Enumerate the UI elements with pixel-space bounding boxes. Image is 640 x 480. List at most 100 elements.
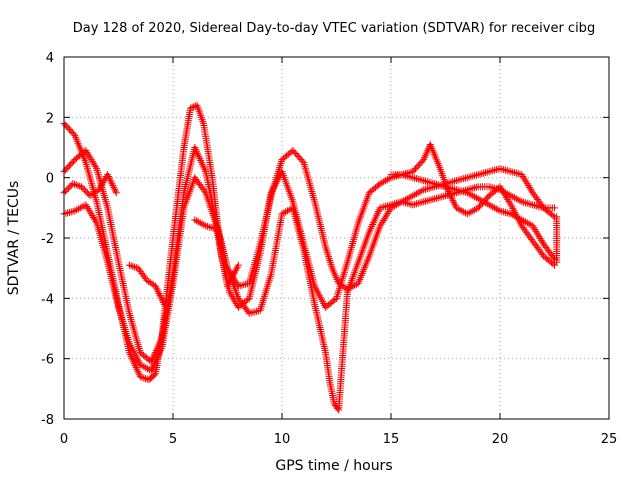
data-point [111,187,119,195]
data-point [392,199,400,207]
data-point [75,205,83,213]
data-point [73,206,81,214]
data-point [236,282,244,290]
data-point [323,247,331,255]
data-point [491,184,499,192]
data-point [378,203,386,211]
data-point [207,223,215,231]
data-point [142,275,150,283]
data-point [245,309,253,317]
data-point [108,180,116,188]
data-point [461,188,469,196]
y-axis-ticks: -8 -6 -4 -2 0 2 4 [41,51,609,428]
data-point [447,184,455,192]
data-point [420,198,428,206]
data-point [469,192,477,200]
data-point [438,193,446,201]
data-point [525,183,533,191]
data-point [501,189,509,197]
data-point [487,202,495,210]
data-point [400,198,408,206]
data-point [378,218,386,226]
data-point [87,156,95,164]
data-point [107,178,115,186]
data-point [491,166,499,174]
data-point [514,214,522,222]
data-point [378,179,386,187]
data-point [443,183,451,191]
data-point [64,184,72,192]
y-tick-label: 2 [46,111,54,126]
data-point [425,184,433,192]
data-point [414,189,422,197]
data-point [522,178,530,186]
data-point [242,280,250,288]
data-point [394,172,402,180]
data-point [376,222,384,230]
data-point [501,166,509,174]
data-point [403,172,411,180]
data-point [432,180,440,188]
data-point [63,186,71,194]
data-point [480,198,488,206]
data-point [551,204,558,212]
data-point [385,175,393,183]
data-point [84,150,92,158]
data-point [389,200,397,208]
data-point [536,203,544,211]
data-point [524,182,532,190]
data-point [483,168,491,176]
data-point [392,172,400,180]
data-point [334,404,342,412]
data-point [476,170,484,178]
data-point [69,207,77,215]
data-point [442,183,449,191]
data-point [527,185,535,193]
data-point [140,374,148,382]
data-point [64,209,72,217]
data-point [91,161,99,169]
data-point [190,103,198,111]
data-point [501,208,509,216]
x-tick-label: 0 [60,432,68,447]
data-point [143,375,151,383]
data-point [407,193,415,201]
data-point [512,195,520,203]
data-point [385,201,393,209]
data-point [398,171,406,179]
data-point [351,281,359,289]
data-point [377,220,385,228]
data-point [509,168,517,176]
data-point [380,215,388,223]
data-point [471,172,479,180]
data-point [492,185,500,193]
data-point [93,187,101,195]
data-point [325,255,333,263]
data-point [521,199,529,207]
data-point [398,198,406,206]
data-point [202,222,210,230]
data-point [534,231,542,239]
data-point [456,206,464,214]
data-point [104,171,112,179]
data-point [507,168,515,176]
data-point [61,187,69,195]
x-tick-label: 25 [601,432,618,447]
y-axis-label: SDTVAR / TECUs [6,181,22,296]
y-tick-label: -2 [41,232,54,247]
x-tick-label: 10 [274,432,291,447]
data-point [402,199,410,207]
data-point [66,183,74,191]
data-point [452,204,460,212]
data-point [80,202,88,210]
data-point [136,361,144,369]
data-point [458,187,466,195]
data-point [405,194,413,202]
data-point [449,197,457,205]
data-point [416,188,424,196]
data-point [200,187,208,195]
data-point [531,226,539,234]
data-point [159,299,167,307]
data-point [324,251,332,259]
data-point [376,180,384,188]
